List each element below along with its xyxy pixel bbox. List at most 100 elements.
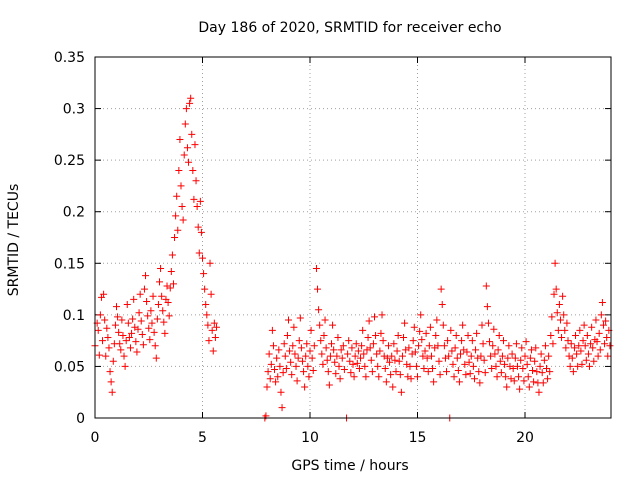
data-point: [263, 383, 271, 391]
plot-frame: [94, 56, 612, 419]
data-point: [378, 311, 386, 319]
data-point: [410, 323, 418, 331]
data-point: [406, 362, 414, 370]
data-point: [375, 373, 383, 381]
data-point: [387, 371, 395, 379]
chart-title: Day 186 of 2020, SRMTID for receiver ech…: [198, 20, 501, 36]
x-tick-label: 10: [301, 430, 319, 446]
data-point: [386, 358, 394, 366]
data-point: [409, 337, 417, 345]
data-point: [174, 226, 182, 234]
data-point: [140, 285, 148, 293]
data-point: [577, 347, 585, 355]
data-point: [161, 329, 169, 337]
data-point: [293, 377, 301, 385]
data-point: [603, 334, 611, 342]
data-point: [590, 357, 598, 365]
data-point: [599, 321, 607, 329]
data-point: [457, 350, 464, 358]
data-point: [462, 371, 470, 379]
data-point: [187, 94, 195, 102]
data-point: [192, 177, 200, 185]
data-point: [527, 346, 535, 354]
data-point: [461, 360, 469, 368]
data-point: [440, 342, 448, 350]
data-point: [500, 337, 507, 345]
data-point: [480, 356, 488, 364]
data-point: [188, 130, 196, 138]
data-point: [197, 228, 205, 236]
data-point: [451, 344, 459, 352]
data-point: [190, 195, 198, 203]
data-point: [353, 359, 361, 367]
data-point: [276, 362, 284, 370]
data-point: [165, 312, 173, 320]
data-point: [556, 316, 564, 324]
data-point: [99, 337, 107, 345]
data-point: [434, 342, 442, 350]
data-point: [373, 350, 381, 358]
data-point: [449, 360, 457, 368]
data-point: [594, 352, 602, 360]
data-point: [464, 331, 472, 339]
data-point: [301, 383, 309, 391]
data-point: [592, 316, 600, 324]
data-point: [569, 368, 577, 376]
data-point: [458, 337, 466, 345]
data-point: [423, 354, 431, 362]
data-point: [578, 360, 586, 368]
data-point: [439, 321, 447, 329]
data-point: [562, 344, 570, 352]
data-point: [158, 292, 166, 300]
data-point: [515, 373, 523, 381]
data-point: [273, 354, 281, 362]
data-point: [358, 342, 366, 350]
data-point: [196, 197, 204, 205]
data-point: [317, 337, 325, 345]
data-point: [416, 327, 424, 335]
data-point: [183, 144, 191, 152]
data-point: [347, 369, 355, 377]
data-point: [266, 375, 274, 383]
data-point: [396, 371, 404, 379]
data-point: [312, 264, 320, 272]
data-point: [104, 334, 112, 342]
data-point: [101, 316, 109, 324]
data-point: [415, 342, 423, 350]
data-point: [491, 350, 499, 358]
data-point: [447, 326, 455, 334]
data-point: [525, 383, 533, 391]
data-point: [477, 352, 485, 360]
data-point: [199, 254, 206, 262]
data-point: [275, 346, 283, 354]
data-point: [366, 344, 374, 352]
data-point: [286, 347, 294, 355]
data-point: [157, 264, 165, 272]
data-point: [433, 316, 441, 324]
data-point: [278, 404, 286, 412]
data-point: [137, 317, 145, 325]
data-point: [472, 346, 480, 354]
data-point: [297, 344, 305, 352]
data-point: [166, 284, 174, 292]
data-point: [168, 251, 176, 259]
data-point: [307, 326, 315, 334]
y-tick-label: 0.05: [54, 359, 85, 375]
data-point: [364, 334, 372, 342]
data-point: [484, 319, 492, 327]
data-point: [122, 337, 130, 345]
data-point: [193, 203, 201, 211]
data-point: [568, 354, 576, 362]
data-point: [580, 321, 588, 329]
data-point: [454, 367, 462, 375]
data-point: [298, 357, 306, 365]
data-point: [195, 249, 203, 257]
data-point: [392, 368, 400, 376]
data-point: [362, 373, 370, 381]
data-point: [435, 357, 443, 365]
data-point: [290, 323, 298, 331]
data-point: [306, 347, 314, 355]
data-point: [374, 362, 382, 370]
data-point: [267, 360, 275, 368]
data-point: [123, 301, 131, 309]
